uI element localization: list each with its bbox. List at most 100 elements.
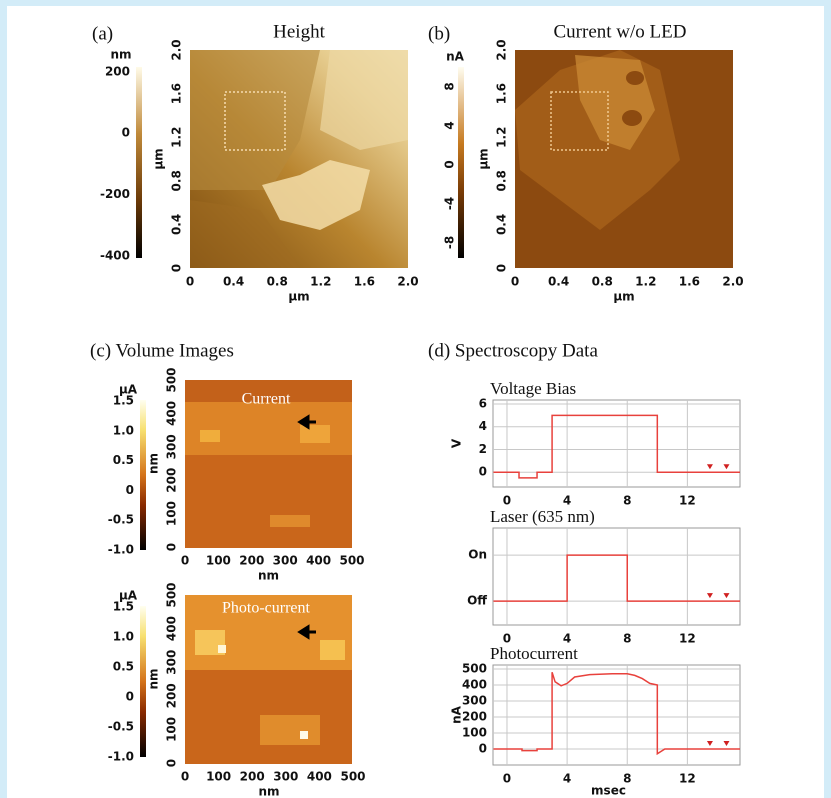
x-tick-label: 1.6 [679,275,700,289]
y-tick-label: 0.4 [170,214,184,235]
colorbar-label: µA [119,383,138,397]
x-tick-label: 8 [623,494,631,508]
colorbar-tick-label: 1.5 [113,394,134,408]
x-tick-label: 12 [679,772,696,786]
y-tick-label: 2.0 [495,39,509,60]
y-axis-label: µm [152,148,166,169]
x-tick-label: 300 [273,770,298,784]
current-volume-image [185,380,352,548]
colorbar-tick-label: 0 [122,126,130,140]
y-tick-label: Off [467,594,487,608]
y-tick-label: 200 [165,683,179,708]
x-tick-label: 4 [563,772,571,786]
colorbar-tick-label: 0 [126,483,134,497]
plot-frame [492,664,741,766]
x-tick-label: 0 [181,770,189,784]
x-tick-label: 4 [563,494,571,508]
x-tick-label: 300 [273,554,298,568]
current-image [515,50,733,268]
colorbar-tick-label: 0.5 [113,660,134,674]
x-tick-label: 0 [503,494,511,508]
colorbar-tick-label: -200 [100,187,130,201]
colorbar-tick-label: 8 [443,82,457,90]
x-tick-label: 0.4 [548,275,569,289]
chart-title: Photocurrent [490,644,578,663]
y-tick-label: 200 [165,468,179,493]
colorbar-tick-label: -1.0 [108,543,134,557]
image-title: Height [273,21,325,42]
x-tick-label: 0.8 [267,275,288,289]
y-tick-label: 400 [165,401,179,426]
y-tick-label: 0 [170,264,184,272]
y-tick-label: 300 [165,650,179,675]
y-tick-label: 0 [165,543,179,551]
x-tick-label: 400 [307,770,332,784]
colorbar-tick-label: 0 [126,690,134,704]
photocurrent-volume-image [185,595,352,764]
x-tick-label: 0 [181,554,189,568]
y-axis-label: nm [147,453,161,474]
x-tick-label: 0 [511,275,519,289]
colorbar-label: nm [110,48,131,62]
y-tick-label: 6 [479,396,487,410]
x-axis-label: µm [288,290,309,304]
colorbar-tick-label: -0.5 [108,720,134,734]
y-tick-label: 2 [479,442,487,456]
colorbar-tick-label: -4 [443,197,457,210]
colorbar-tick-label: 1.0 [113,630,134,644]
x-tick-label: 1.2 [310,275,331,289]
y-tick-label: 400 [462,678,487,692]
x-axis-label: nm [258,785,279,798]
y-tick-label: 0 [479,465,487,479]
x-tick-label: 2.0 [397,275,418,289]
data-line [493,414,740,479]
x-tick-label: 200 [240,770,265,784]
height-image [190,50,408,268]
section-heading: (c) Volume Images [90,340,234,361]
x-axis-label: msec [591,784,626,798]
colorbar-tick-label: -8 [443,236,457,249]
colorbar [136,67,142,258]
x-tick-label: 0.8 [592,275,613,289]
x-tick-label: 1.2 [635,275,656,289]
y-tick-label: 100 [462,726,487,740]
image-title: Current [242,391,291,408]
colorbar-tick-label: 0.5 [113,453,134,467]
marker-triangle [723,741,730,746]
chart-title: Laser (635 nm) [490,507,595,526]
y-tick-label: 100 [165,501,179,526]
colorbar-label: µA [119,589,138,603]
y-tick-label: 1.2 [495,127,509,148]
x-tick-label: 100 [206,554,231,568]
y-tick-label: On [468,548,487,562]
colorbar-tick-label: 200 [105,64,130,78]
y-tick-label: 1.2 [170,127,184,148]
colorbar-label: nA [446,50,465,64]
x-tick-label: 12 [679,494,696,508]
y-tick-label: 0 [495,264,509,272]
y-tick-label: 1.6 [495,83,509,104]
section-heading: (d) Spectroscopy Data [428,340,598,361]
y-tick-label: 1.6 [170,83,184,104]
y-tick-label: 0.8 [495,170,509,191]
x-tick-label: 0.4 [223,275,244,289]
colorbar-tick-label: 4 [443,121,457,129]
x-tick-label: 100 [206,770,231,784]
marker-triangle [706,464,713,470]
y-tick-label: 0.8 [170,170,184,191]
image-title: Current w/o LED [554,21,687,42]
chart-title: Voltage Bias [490,379,576,398]
plot-frame [492,399,741,488]
x-tick-label: 500 [340,770,365,784]
y-tick-label: 0.4 [495,214,509,235]
y-tick-label: 0 [165,759,179,767]
x-tick-label: 0 [503,632,511,646]
x-tick-label: 2.0 [722,275,743,289]
y-tick-label: 400 [165,616,179,641]
marker-triangle [723,593,730,599]
x-tick-label: 500 [339,554,364,568]
y-tick-label: 300 [462,694,487,708]
image-title: Photo-current [222,600,311,617]
x-tick-label: 0 [503,772,511,786]
x-tick-label: 0 [186,275,194,289]
